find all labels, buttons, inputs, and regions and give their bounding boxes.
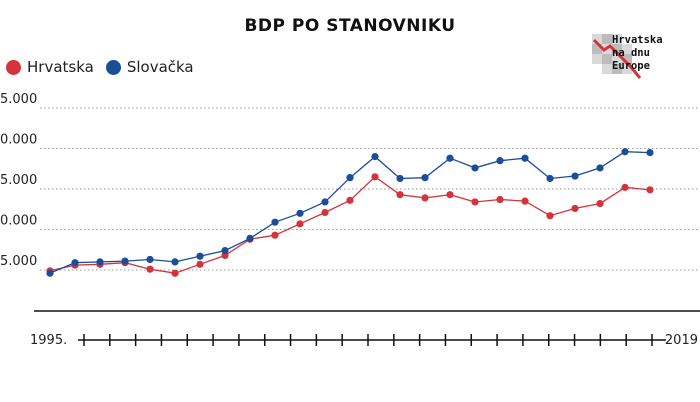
data-point-0 bbox=[271, 231, 279, 239]
data-point-1 bbox=[246, 234, 254, 243]
data-point-1 bbox=[146, 255, 154, 264]
series-lines bbox=[49, 151, 651, 274]
data-point-1 bbox=[371, 153, 379, 161]
data-point-0 bbox=[321, 208, 329, 217]
grid-lines bbox=[40, 107, 700, 271]
legend-label-hrvatska: Hrvatska bbox=[27, 58, 94, 76]
logo-checkered-decline-icon bbox=[592, 34, 642, 79]
y-tick-label: 0.000 bbox=[0, 133, 37, 148]
data-point-0 bbox=[596, 199, 604, 208]
data-point-1 bbox=[646, 148, 654, 157]
data-point-0 bbox=[171, 269, 179, 277]
series-line-0 bbox=[49, 175, 651, 274]
data-point-1 bbox=[471, 164, 479, 172]
logo-line-2: na dnu bbox=[612, 47, 650, 59]
data-point-0 bbox=[621, 183, 629, 191]
logo-line-1: Hrvatska bbox=[612, 34, 663, 46]
data-point-1 bbox=[596, 164, 604, 172]
data-point-0 bbox=[646, 186, 654, 194]
data-point-1 bbox=[46, 269, 54, 277]
x-end-label: 2019 bbox=[665, 333, 698, 348]
legend-item-slovacka: Slovačka bbox=[105, 58, 194, 76]
data-point-1 bbox=[221, 246, 229, 255]
data-point-1 bbox=[321, 198, 329, 206]
y-tick-label: 5.000 bbox=[0, 173, 37, 188]
data-point-0 bbox=[346, 196, 354, 204]
data-point-0 bbox=[471, 198, 479, 206]
data-point-0 bbox=[371, 173, 379, 181]
data-point-1 bbox=[496, 157, 504, 165]
data-point-0 bbox=[421, 194, 429, 202]
chart-title: BDP PO STANOVNIKU bbox=[244, 16, 456, 36]
data-point-1 bbox=[421, 174, 429, 182]
y-tick-label: 0.000 bbox=[0, 214, 37, 229]
data-point-1 bbox=[196, 252, 204, 260]
legend: Hrvatska Slovačka bbox=[6, 58, 206, 76]
x-axis: 1995. 2019 bbox=[30, 310, 700, 348]
y-tick-labels: 5.000 0.000 5.000 0.000 5.000 bbox=[0, 92, 37, 269]
data-point-0 bbox=[446, 191, 454, 199]
data-point-1 bbox=[621, 148, 629, 156]
data-point-1 bbox=[271, 218, 279, 226]
y-tick-label: 5.000 bbox=[0, 92, 37, 107]
data-point-1 bbox=[546, 174, 554, 183]
data-point-1 bbox=[296, 209, 304, 217]
y-tick-label: 5.000 bbox=[0, 254, 37, 269]
logo-text: Hrvatska na dnu Europe bbox=[612, 34, 700, 73]
data-point-1 bbox=[571, 172, 579, 180]
data-point-0 bbox=[146, 265, 154, 273]
data-point-1 bbox=[396, 174, 404, 183]
series-points bbox=[46, 148, 654, 277]
data-point-0 bbox=[521, 197, 529, 205]
data-point-0 bbox=[296, 220, 304, 228]
legend-dot-slovacka bbox=[105, 59, 121, 75]
data-point-1 bbox=[346, 174, 354, 182]
data-point-1 bbox=[521, 154, 529, 162]
data-point-1 bbox=[171, 258, 179, 266]
legend-dot-hrvatska bbox=[6, 59, 21, 75]
data-point-0 bbox=[546, 212, 554, 220]
x-start-label: 1995. bbox=[30, 333, 67, 348]
legend-item-hrvatska: Hrvatska bbox=[6, 58, 94, 76]
data-point-0 bbox=[196, 260, 204, 268]
logo-line-3: Europe bbox=[612, 60, 650, 72]
data-point-0 bbox=[496, 195, 504, 204]
data-point-1 bbox=[96, 258, 104, 266]
data-point-0 bbox=[571, 204, 579, 213]
data-point-1 bbox=[71, 259, 79, 267]
data-point-1 bbox=[121, 257, 129, 265]
legend-label-slovacka: Slovačka bbox=[126, 58, 194, 76]
data-point-1 bbox=[446, 154, 454, 162]
data-point-0 bbox=[396, 191, 404, 199]
